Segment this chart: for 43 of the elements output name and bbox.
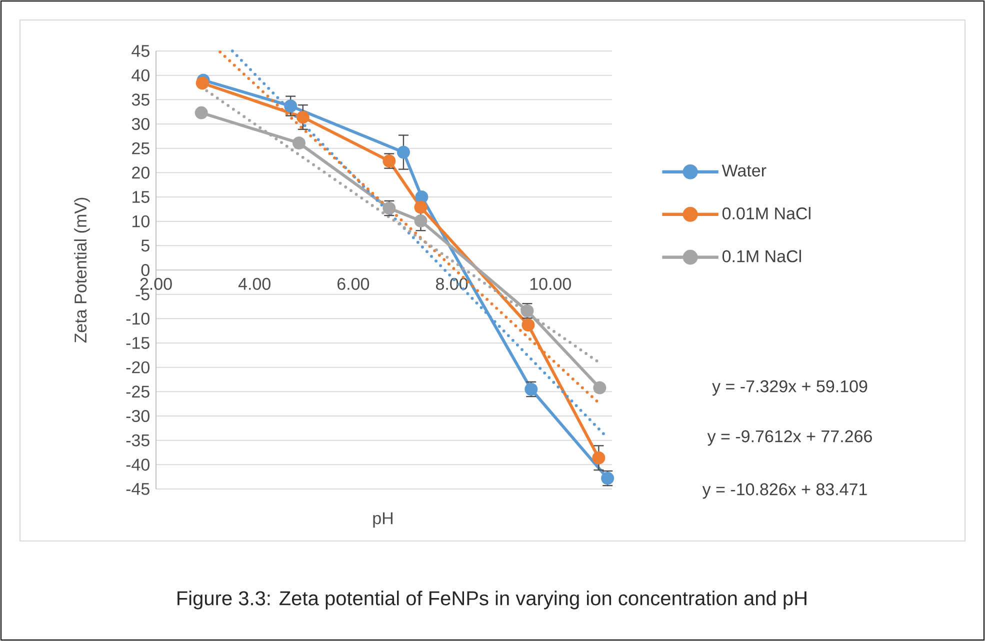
- y-tick-label: -35: [126, 434, 150, 446]
- legend-label: 0.01M NaCl: [722, 206, 810, 220]
- y-tick-label: 5: [141, 240, 150, 252]
- y-tick-label: -40: [126, 458, 150, 471]
- x-tick-label: 4.00: [238, 278, 270, 290]
- legend-label: Water: [722, 164, 766, 177]
- text: y = -10.826x + 83.471: [702, 483, 867, 499]
- x-axis-title: pH: [373, 512, 392, 528]
- text: y = -7.329x + 59.109: [712, 380, 868, 396]
- point: [522, 318, 535, 332]
- y-tick-label: 40: [132, 69, 150, 82]
- y-tick-label: 20: [132, 166, 150, 179]
- y-tick-label: 45: [132, 45, 150, 57]
- text: Figure 3.3: Zeta potential of FeNPs in varying ion concentration and pH: [178, 590, 806, 610]
- y-tick-label: -15: [126, 337, 150, 349]
- x-tick-label: 6.00: [338, 278, 370, 290]
- y-tick-label: 25: [132, 142, 150, 154]
- x-tick-label: 10.00: [530, 278, 571, 290]
- text: y = -9.7612x + 77.266: [707, 430, 872, 446]
- point: [194, 106, 208, 120]
- y-tick-label: -10: [126, 312, 150, 325]
- point: [284, 99, 298, 112]
- point: [396, 146, 410, 159]
- point: [593, 381, 606, 394]
- point: [292, 136, 306, 150]
- y-tick-label: 30: [132, 118, 150, 130]
- y-tick-label: 35: [132, 94, 150, 106]
- point: [414, 214, 428, 228]
- point: [196, 76, 209, 90]
- y-tick-label: -45: [126, 483, 150, 495]
- point: [296, 110, 310, 124]
- y-tick-label: -20: [126, 361, 150, 374]
- y-tick-label: 15: [132, 191, 150, 203]
- x-tick-label: 2.00: [140, 278, 172, 290]
- point: [414, 200, 428, 214]
- y-tick-label: -25: [126, 386, 150, 398]
- y-tick-label: -30: [126, 410, 150, 422]
- y-tick-label: 0: [141, 264, 150, 276]
- point: [415, 190, 428, 204]
- y-tick-label: 10: [132, 215, 150, 228]
- legend-label: 0.1M NaCl: [722, 250, 801, 262]
- y-axis-title: Zeta Potential (mV): [74, 198, 90, 343]
- point: [592, 451, 606, 464]
